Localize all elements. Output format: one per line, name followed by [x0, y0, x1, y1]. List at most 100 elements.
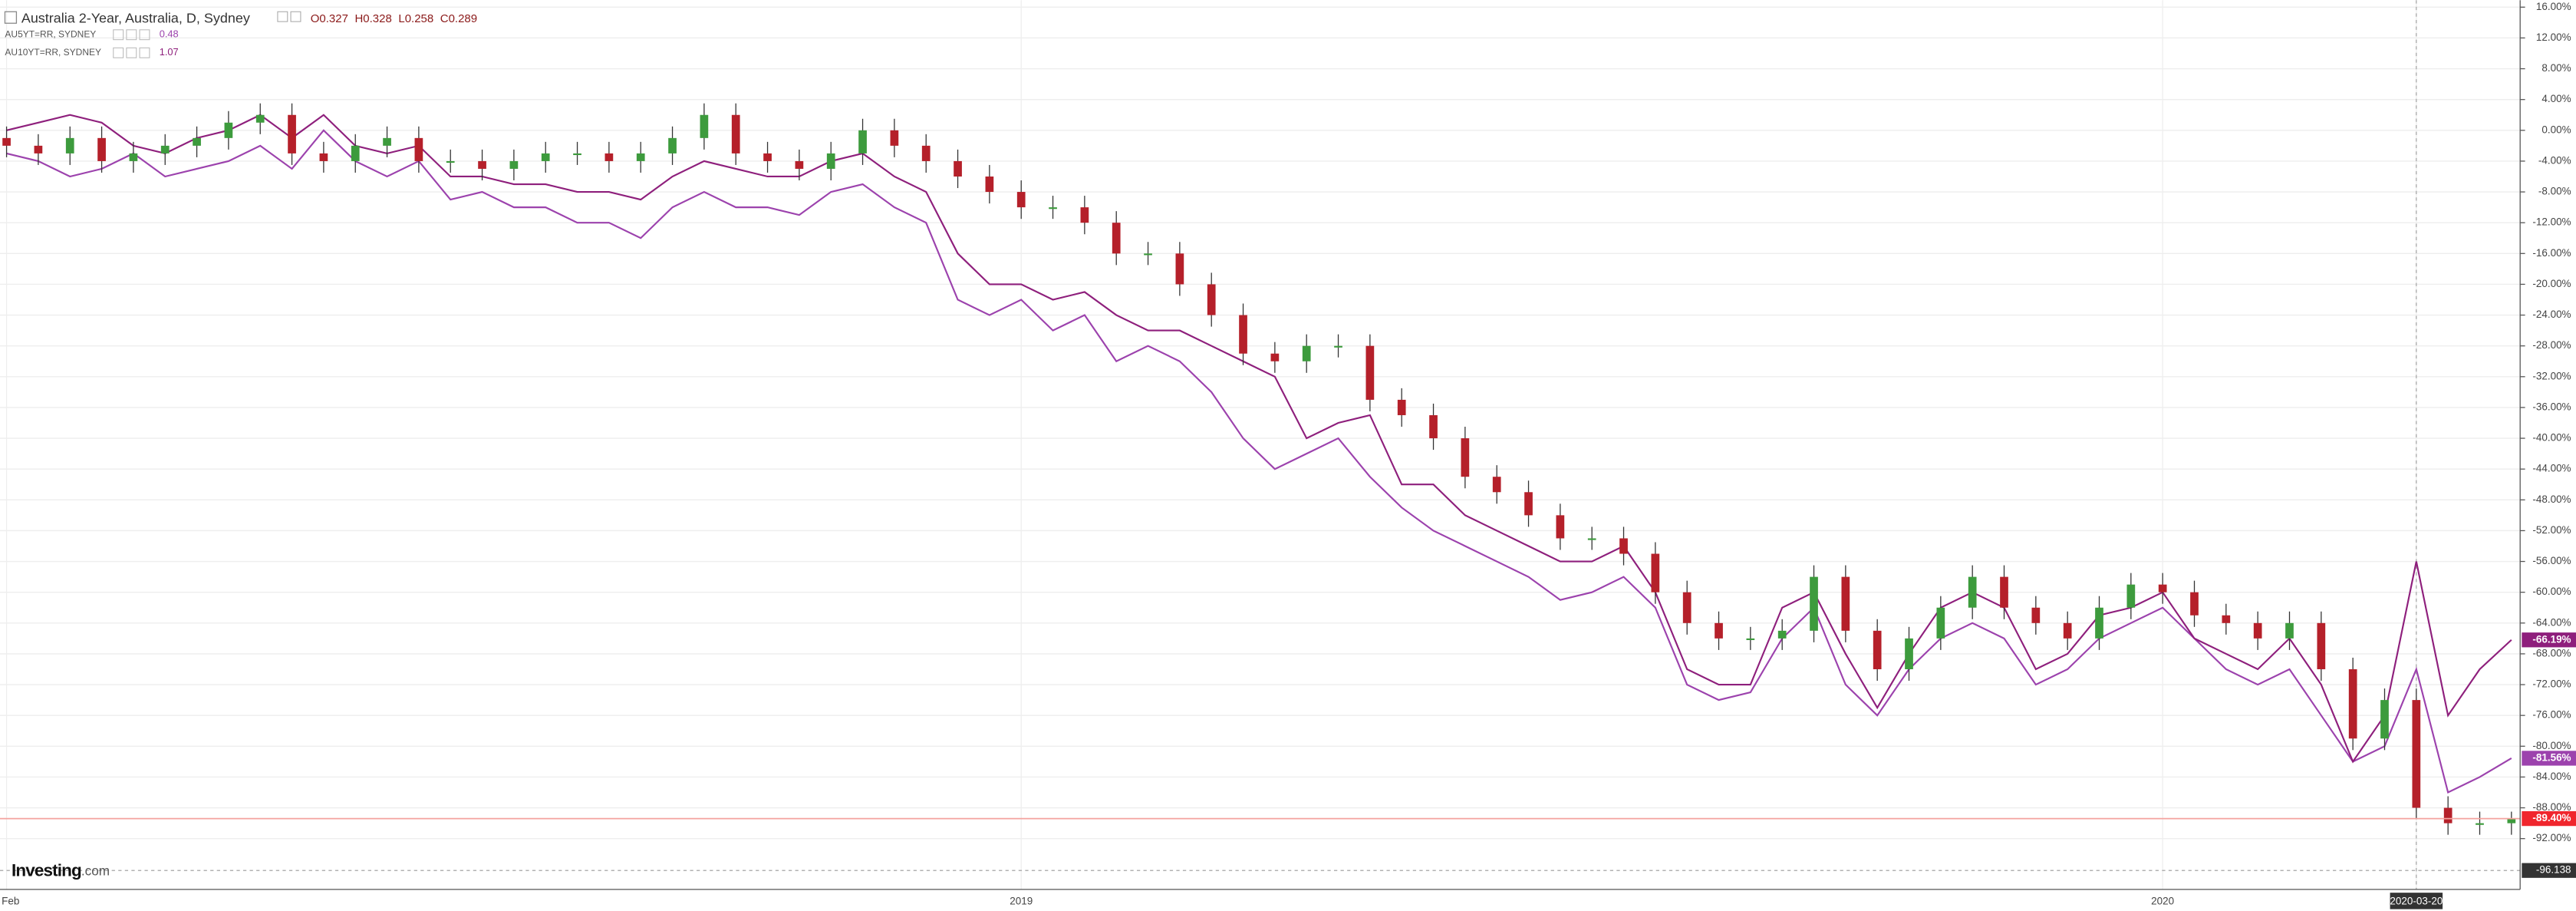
candle-body	[2063, 622, 2072, 639]
legend-icon[interactable]	[126, 29, 137, 41]
price-label: -66.19%	[2532, 633, 2571, 645]
candle-body	[97, 137, 106, 161]
ohlc-item: L0.258	[398, 12, 433, 25]
y-tick-label: -48.00%	[2532, 493, 2571, 505]
candle-body	[2095, 607, 2103, 639]
candle-body	[1492, 477, 1501, 493]
candle-body	[193, 137, 201, 146]
x-tick-label: Feb	[2, 896, 19, 907]
candle-body	[1334, 345, 1342, 348]
header: Australia 2-Year, Australia, D, Sydney O…	[4, 11, 477, 26]
y-tick-label: -56.00%	[2532, 555, 2571, 566]
candle-body	[731, 114, 740, 153]
candle-body	[65, 137, 74, 153]
comparison-line	[6, 129, 2512, 794]
y-tick-label: -20.00%	[2532, 278, 2571, 289]
legend-value: 1.07	[160, 46, 179, 58]
candle-body	[1556, 515, 1565, 539]
y-tick-label: -8.00%	[2538, 186, 2571, 197]
plot-area	[0, 0, 2521, 890]
candle-body	[1429, 414, 1438, 439]
candle-body	[1144, 253, 1152, 256]
legend-icon[interactable]	[113, 47, 124, 58]
legend-icon[interactable]	[139, 29, 150, 41]
candle-body	[795, 160, 804, 169]
candle-body	[319, 153, 328, 161]
candle-body	[1461, 438, 1470, 477]
candle-body	[2443, 807, 2452, 824]
y-tick-label: -60.00%	[2532, 586, 2571, 597]
candle-body	[763, 153, 772, 161]
candle-body	[636, 153, 645, 161]
y-tick-label: -32.00%	[2532, 370, 2571, 381]
candle-body	[2, 137, 11, 146]
y-tick-label: -68.00%	[2532, 647, 2571, 658]
candle-body	[1651, 553, 1660, 592]
y-tick-label: 16.00%	[2536, 1, 2571, 12]
candle-body	[604, 153, 614, 161]
candle-body	[1936, 607, 1945, 639]
legend-label: AU5YT=RR, SYDNEY	[5, 28, 96, 39]
candle-body	[890, 130, 899, 146]
legend-icon[interactable]	[113, 29, 124, 41]
candle-body	[1049, 207, 1057, 210]
candle-body	[2190, 592, 2199, 616]
logo-domain: .com	[81, 863, 110, 878]
candle-body	[573, 153, 581, 156]
price-label-box	[2522, 810, 2576, 827]
ohlc-item: C0.289	[440, 12, 477, 25]
legend-icon[interactable]	[126, 47, 137, 58]
candle-body	[383, 137, 391, 146]
candle-body	[858, 130, 867, 153]
candle-body	[1841, 576, 1850, 631]
candle-body	[1715, 622, 1723, 639]
ohlc-values: O0.327 H0.328 L0.258 C0.289	[311, 12, 477, 25]
legend-icon[interactable]	[139, 47, 150, 58]
candle-body	[1080, 207, 1089, 223]
ohlc-item: O0.327	[311, 12, 348, 25]
candle-body	[1746, 638, 1755, 641]
x-tick-label: 2019	[1010, 896, 1033, 907]
candle-body	[509, 160, 519, 169]
candle-body	[34, 145, 43, 153]
crosshair-y-label: -96.138	[2536, 864, 2571, 876]
candle-body	[255, 114, 265, 123]
candle-body	[129, 153, 138, 161]
chart-title: Australia 2-Year, Australia, D, Sydney	[21, 11, 250, 26]
candle-body	[541, 153, 550, 161]
y-tick-label: -84.00%	[2532, 771, 2571, 782]
candle-body	[2158, 584, 2167, 592]
candle-body	[478, 160, 486, 169]
collapse-icon[interactable]	[4, 11, 18, 24]
candle-body	[1524, 492, 1533, 516]
candle-body	[1365, 345, 1375, 400]
candle-body	[1968, 576, 1977, 608]
x-tick-label: 2020-03-20	[2390, 896, 2443, 907]
y-tick-label: -28.00%	[2532, 339, 2571, 351]
y-tick-label: 4.00%	[2541, 93, 2571, 104]
candle-body	[1239, 315, 1247, 354]
candle-body	[954, 160, 962, 177]
y-tick-label: -92.00%	[2532, 832, 2571, 843]
y-tick-label: -80.00%	[2532, 740, 2571, 751]
candle-body	[826, 153, 835, 169]
price-label-box	[2522, 751, 2576, 766]
candle-body	[2348, 668, 2357, 739]
candle-body	[1682, 592, 1692, 623]
candle-body	[446, 160, 455, 163]
candle-body	[1112, 223, 1121, 254]
candle-body	[351, 145, 360, 161]
candle-body	[1397, 399, 1406, 415]
y-tick-label: -12.00%	[2532, 216, 2571, 228]
candle-body	[668, 137, 677, 153]
y-tick-label: -36.00%	[2532, 401, 2571, 412]
ohlc-item: H0.328	[354, 12, 391, 25]
candle-body	[1619, 538, 1628, 554]
candle-body	[2412, 700, 2421, 808]
candle-body	[1777, 630, 1787, 639]
logo: Investing.com	[12, 860, 110, 880]
close-icon[interactable]	[290, 11, 301, 22]
settings-icon[interactable]	[277, 11, 288, 22]
candle-body	[160, 145, 170, 153]
